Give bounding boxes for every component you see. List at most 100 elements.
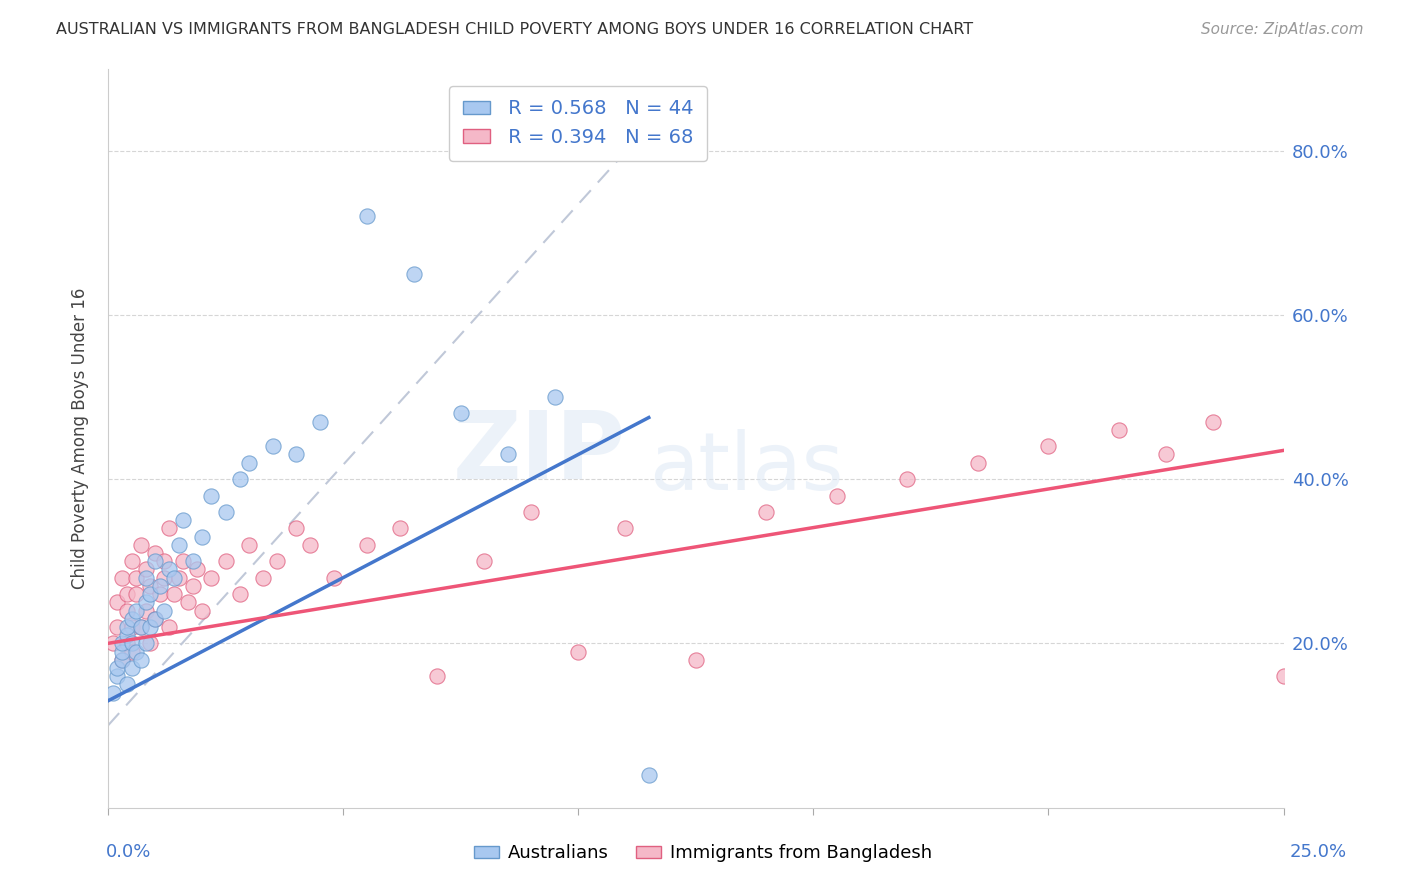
Point — [308, 415, 330, 429]
Point — [238, 538, 260, 552]
Point — [228, 587, 250, 601]
Point — [115, 620, 138, 634]
Point — [181, 554, 204, 568]
Point — [1038, 439, 1060, 453]
Point — [125, 571, 148, 585]
Point — [181, 579, 204, 593]
Point — [163, 571, 186, 585]
Text: Source: ZipAtlas.com: Source: ZipAtlas.com — [1201, 22, 1364, 37]
Point — [1202, 415, 1225, 429]
Point — [172, 554, 194, 568]
Point — [143, 546, 166, 560]
Point — [115, 587, 138, 601]
Point — [755, 505, 778, 519]
Point — [1319, 489, 1341, 503]
Point — [143, 612, 166, 626]
Point — [520, 505, 543, 519]
Point — [1108, 423, 1130, 437]
Point — [135, 636, 157, 650]
Y-axis label: Child Poverty Among Boys Under 16: Child Poverty Among Boys Under 16 — [72, 287, 89, 589]
Point — [285, 448, 308, 462]
Text: AUSTRALIAN VS IMMIGRANTS FROM BANGLADESH CHILD POVERTY AMONG BOYS UNDER 16 CORRE: AUSTRALIAN VS IMMIGRANTS FROM BANGLADESH… — [56, 22, 973, 37]
Point — [115, 628, 138, 642]
Point — [111, 636, 134, 650]
Point — [177, 595, 200, 609]
Point — [153, 603, 176, 617]
Point — [153, 571, 176, 585]
Point — [111, 653, 134, 667]
Point — [157, 562, 180, 576]
Point — [172, 513, 194, 527]
Point — [200, 571, 222, 585]
Point — [685, 653, 707, 667]
Point — [285, 521, 308, 535]
Point — [143, 554, 166, 568]
Point — [139, 636, 162, 650]
Point — [299, 538, 322, 552]
Point — [472, 554, 495, 568]
Point — [115, 636, 138, 650]
Point — [450, 406, 472, 420]
Point — [153, 554, 176, 568]
Point — [105, 661, 128, 675]
Point — [105, 595, 128, 609]
Point — [129, 538, 152, 552]
Point — [101, 686, 124, 700]
Point — [115, 603, 138, 617]
Point — [496, 448, 519, 462]
Point — [101, 636, 124, 650]
Point — [125, 587, 148, 601]
Point — [356, 538, 378, 552]
Point — [322, 571, 344, 585]
Point — [135, 562, 157, 576]
Point — [121, 620, 143, 634]
Text: ZIP: ZIP — [453, 407, 626, 499]
Point — [637, 768, 659, 782]
Point — [544, 390, 567, 404]
Point — [167, 571, 190, 585]
Point — [163, 587, 186, 601]
Point — [105, 620, 128, 634]
Point — [356, 210, 378, 224]
Legend: Australians, Immigrants from Bangladesh: Australians, Immigrants from Bangladesh — [467, 838, 939, 870]
Point — [191, 603, 214, 617]
Point — [1154, 448, 1177, 462]
Point — [1272, 669, 1295, 683]
Text: 25.0%: 25.0% — [1289, 843, 1347, 861]
Point — [105, 669, 128, 683]
Point — [121, 612, 143, 626]
Point — [115, 677, 138, 691]
Point — [135, 595, 157, 609]
Text: atlas: atlas — [648, 429, 844, 507]
Point — [1391, 448, 1406, 462]
Point — [111, 644, 134, 658]
Legend:  R = 0.568   N = 44,  R = 0.394   N = 68: R = 0.568 N = 44, R = 0.394 N = 68 — [450, 86, 707, 161]
Point — [125, 644, 148, 658]
Point — [262, 439, 284, 453]
Point — [228, 472, 250, 486]
Point — [135, 571, 157, 585]
Text: 0.0%: 0.0% — [105, 843, 150, 861]
Point — [149, 579, 172, 593]
Point — [121, 644, 143, 658]
Point — [567, 644, 589, 658]
Point — [967, 456, 990, 470]
Point — [135, 603, 157, 617]
Point — [121, 636, 143, 650]
Point — [825, 489, 848, 503]
Point — [167, 538, 190, 552]
Point — [139, 620, 162, 634]
Point — [238, 456, 260, 470]
Point — [252, 571, 274, 585]
Point — [121, 661, 143, 675]
Point — [129, 653, 152, 667]
Point — [214, 554, 236, 568]
Point — [143, 612, 166, 626]
Point — [402, 267, 425, 281]
Point — [139, 587, 162, 601]
Point — [426, 669, 449, 683]
Point — [149, 587, 172, 601]
Point — [266, 554, 288, 568]
Point — [111, 571, 134, 585]
Point — [157, 620, 180, 634]
